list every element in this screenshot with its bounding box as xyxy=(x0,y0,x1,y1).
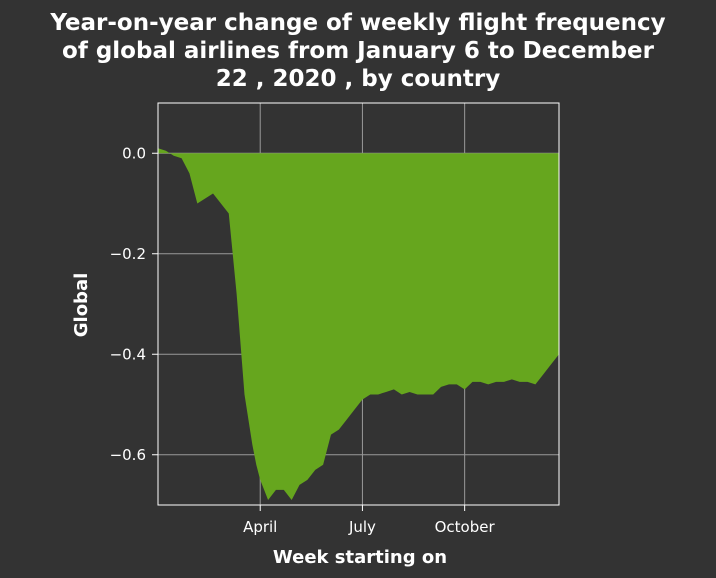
chart-title-line-3: 22 , 2020 , by country xyxy=(216,66,501,92)
chart-title-line-2: of global airlines from January 6 to Dec… xyxy=(62,38,655,64)
y-tick-label: −0.4 xyxy=(110,345,146,363)
x-axis-label: Week starting on xyxy=(273,547,447,568)
chart-title-line-1: Year-on-year change of weekly flight fre… xyxy=(49,10,665,36)
y-tick-label: −0.2 xyxy=(110,245,146,263)
y-tick-label: 0.0 xyxy=(122,144,146,162)
x-tick-label: July xyxy=(348,518,376,536)
y-tick-label: −0.6 xyxy=(110,446,146,464)
plot-area: April July October 0.0 −0.2 −0.4 −0.6 xyxy=(110,102,560,536)
x-tick-label: October xyxy=(435,518,496,536)
y-axis-label: Global xyxy=(71,273,92,338)
x-tick-label: April xyxy=(243,518,277,536)
area-series xyxy=(158,148,559,500)
plot-frame xyxy=(157,102,560,506)
